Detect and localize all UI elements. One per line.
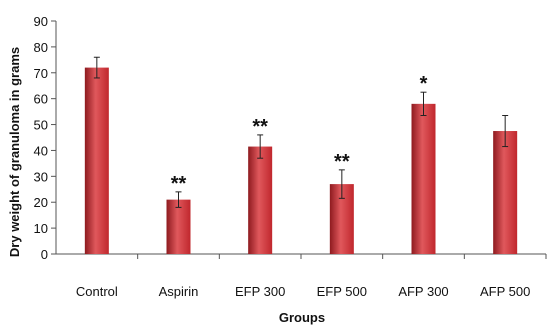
y-tick-label: 10 bbox=[34, 221, 48, 236]
x-tick-label: AFP 300 bbox=[398, 284, 448, 299]
bar bbox=[248, 146, 273, 254]
bar bbox=[493, 131, 518, 254]
y-tick-label: 90 bbox=[34, 14, 48, 29]
bars: ******* bbox=[84, 56, 518, 254]
y-tick-label: 20 bbox=[34, 195, 48, 210]
y-tick-label: 50 bbox=[34, 118, 48, 133]
y-axis-title: Dry weight of granuloma in grams bbox=[7, 47, 22, 257]
significance-marker: ** bbox=[252, 116, 268, 138]
y-tick-label: 70 bbox=[34, 66, 48, 81]
x-tick-label: AFP 500 bbox=[480, 284, 530, 299]
bar bbox=[84, 67, 109, 254]
significance-marker: ** bbox=[334, 151, 350, 173]
x-tick-label: EFP 500 bbox=[317, 284, 367, 299]
bar bbox=[166, 199, 191, 254]
significance-marker: * bbox=[420, 73, 428, 95]
x-tick-label: Aspirin bbox=[159, 284, 199, 299]
bar bbox=[411, 103, 436, 254]
y-axis: 0 10 20 30 40 50 60 70 80 90 bbox=[34, 14, 57, 262]
y-tick-label: 80 bbox=[34, 40, 48, 55]
x-tick-label: Control bbox=[76, 284, 118, 299]
x-axis: Control Aspirin EFP 300 EFP 500 AFP 300 AFP 5… bbox=[56, 253, 547, 299]
y-tick-label: 0 bbox=[41, 247, 48, 262]
y-tick-label: 40 bbox=[34, 143, 48, 158]
y-tick-label: 30 bbox=[34, 169, 48, 184]
x-axis-title: Groups bbox=[279, 310, 325, 325]
x-tick-label: EFP 300 bbox=[235, 284, 285, 299]
y-tick-label: 60 bbox=[34, 92, 48, 107]
significance-marker: ** bbox=[171, 173, 187, 195]
